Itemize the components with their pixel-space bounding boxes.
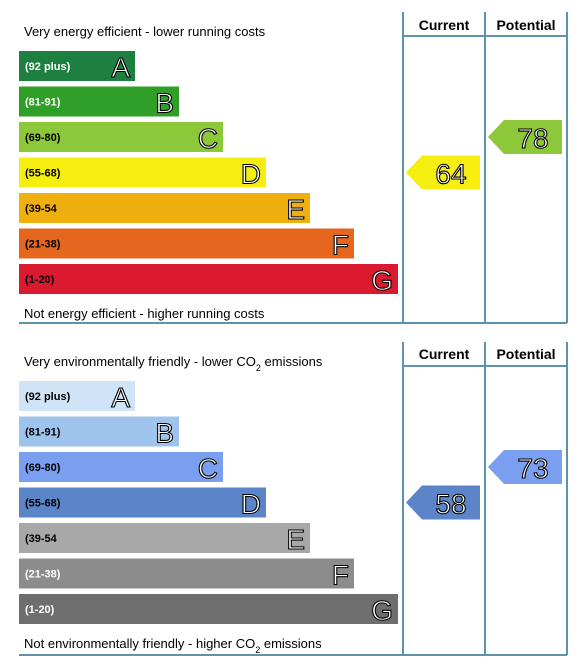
rating-band-a: (92 plus) A: [19, 381, 135, 414]
rating-band-a: (92 plus) A: [19, 51, 135, 84]
rating-band-d: (55-68) D: [19, 157, 266, 190]
rating-band-range: (39-54: [25, 203, 58, 215]
potential-column-header: Potential: [496, 346, 555, 362]
environmental-impact-rating-chart: Current Potential Very environmentally fri…: [0, 330, 586, 667]
rating-band-f: (21-38) F: [19, 228, 354, 261]
energy-efficiency-rating-chart: Current Potential Very energy efficient - …: [0, 0, 586, 330]
current-rating-arrow: 58: [406, 485, 480, 520]
potential-column-header: Potential: [496, 17, 555, 33]
rating-band-bar: [19, 157, 266, 188]
rating-band-f: (21-38) F: [19, 558, 354, 591]
potential-rating-value: 73: [517, 453, 548, 484]
rating-band-range: (81-91): [25, 427, 61, 439]
rating-band-letter: E: [286, 524, 305, 555]
rating-band-bar: [19, 452, 223, 482]
rating-band-letter: B: [155, 418, 174, 449]
rating-band-e: (39-54 E: [19, 523, 310, 556]
rating-band-range: (92 plus): [25, 61, 71, 73]
rating-band-letter: G: [371, 595, 393, 626]
rating-band-bar: [19, 381, 135, 411]
rating-band-bar: [19, 558, 354, 589]
potential-rating-arrow: 73: [488, 450, 562, 485]
rating-band-b: (81-91) B: [19, 86, 179, 119]
rating-band-bar: [19, 264, 398, 294]
rating-band-letter: A: [111, 52, 130, 83]
rating-band-letter: F: [332, 560, 349, 591]
potential-rating-arrow: 78: [488, 120, 562, 155]
rating-band-range: (69-80): [25, 132, 61, 144]
current-rating-value: 58: [435, 489, 466, 520]
rating-band-bar: [19, 122, 223, 152]
rating-band-letter: A: [111, 382, 130, 413]
rating-band-range: (55-68): [25, 498, 61, 510]
rating-band-range: (21-38): [25, 239, 61, 251]
rating-band-letter: B: [155, 88, 174, 119]
potential-rating-value: 78: [517, 123, 548, 154]
rating-band-g: (1-20) G: [19, 594, 398, 627]
rating-band-e: (39-54 E: [19, 193, 310, 226]
rating-band-range: (1-20): [25, 274, 55, 286]
rating-band-bar: [19, 228, 354, 259]
rating-band-bar: [19, 487, 266, 518]
rating-band-c: (69-80) C: [19, 452, 223, 485]
rating-band-bar: [19, 193, 310, 223]
rating-band-g: (1-20) G: [19, 264, 398, 297]
rating-band-range: (21-38): [25, 569, 61, 581]
environmental-impact-rating-graphic: Current Potential Very environmentally fri…: [19, 342, 568, 656]
top-caption: Very environmentally friendly - lower CO…: [24, 354, 323, 373]
potential-rating-shape: [488, 450, 562, 484]
current-column-header: Current: [419, 346, 470, 362]
current-rating-arrow: 64: [406, 155, 480, 190]
rating-band-range: (55-68): [25, 168, 61, 180]
rating-band-bar: [19, 86, 179, 117]
current-rating-value: 64: [435, 159, 466, 190]
rating-band-bar: [19, 416, 179, 447]
rating-band-c: (69-80) C: [19, 122, 223, 155]
top-caption: Very energy efficient - lower running co…: [24, 24, 266, 39]
current-rating-shape: [406, 155, 480, 190]
rating-band-letter: D: [241, 489, 261, 520]
rating-band-bar: [19, 523, 310, 553]
rating-band-letter: E: [286, 194, 305, 225]
rating-band-letter: C: [198, 453, 218, 484]
rating-band-b: (81-91) B: [19, 416, 179, 449]
rating-band-range: (39-54: [25, 533, 58, 545]
rating-band-letter: C: [198, 123, 218, 154]
rating-band-range: (92 plus): [25, 391, 71, 403]
bottom-caption: Not energy efficient - higher running co…: [24, 306, 265, 321]
bottom-caption: Not environmentally friendly - higher CO…: [24, 636, 322, 655]
rating-band-range: (81-91): [25, 97, 61, 109]
rating-band-bar: [19, 51, 135, 81]
rating-band-letter: G: [371, 265, 393, 296]
current-rating-shape: [406, 485, 480, 520]
rating-band-d: (55-68) D: [19, 487, 266, 520]
current-column-header: Current: [419, 17, 470, 33]
rating-band-letter: D: [241, 159, 261, 190]
rating-band-letter: F: [332, 230, 349, 261]
rating-band-range: (1-20): [25, 604, 55, 616]
rating-band-bar: [19, 594, 398, 624]
energy-efficiency-rating-graphic: Current Potential Very energy efficient - …: [19, 12, 568, 324]
potential-rating-shape: [488, 120, 562, 154]
rating-band-range: (69-80): [25, 462, 61, 474]
